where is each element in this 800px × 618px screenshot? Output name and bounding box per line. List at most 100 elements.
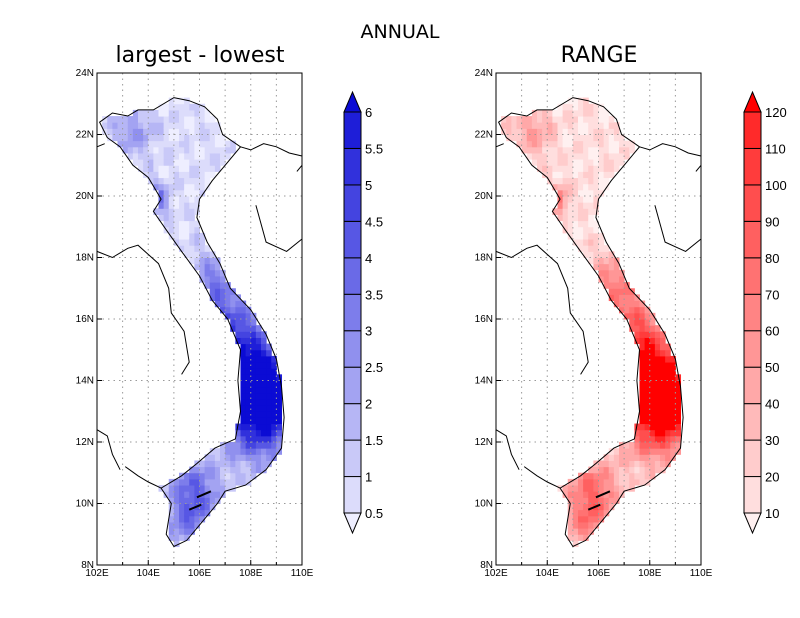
field-cell xyxy=(583,128,589,135)
field-cell xyxy=(516,122,523,129)
field-cell xyxy=(204,454,211,461)
colorbar-segment xyxy=(743,330,762,368)
field-cell xyxy=(572,208,579,215)
field-cell xyxy=(526,116,533,123)
field-cell xyxy=(547,159,553,166)
field-cell xyxy=(158,202,165,209)
field-cell xyxy=(588,515,594,523)
field-cell xyxy=(654,460,661,468)
field-cell xyxy=(562,122,569,129)
field-cell xyxy=(158,146,165,154)
field-cell xyxy=(184,116,190,123)
field-cell xyxy=(603,491,610,498)
field-cell xyxy=(184,177,190,185)
field-cell xyxy=(557,189,564,197)
field-cell xyxy=(598,189,605,197)
field-cell xyxy=(670,355,676,363)
field-cell xyxy=(572,540,579,548)
field-cell xyxy=(670,398,676,406)
field-cell xyxy=(583,478,589,486)
shaded-field xyxy=(501,97,682,548)
field-cell xyxy=(261,380,267,388)
field-cell xyxy=(547,116,553,123)
field-cell xyxy=(230,140,236,148)
field-cell xyxy=(168,183,175,191)
field-cell xyxy=(184,146,190,154)
field-cell xyxy=(593,109,600,117)
field-cell xyxy=(148,128,154,135)
coastline xyxy=(654,205,702,252)
field-cell xyxy=(619,306,625,314)
field-cell xyxy=(511,128,518,135)
field-cell xyxy=(184,140,190,148)
field-cell xyxy=(250,472,257,480)
field-cell xyxy=(240,343,247,351)
field-cell xyxy=(572,226,579,234)
field-cell xyxy=(240,423,247,431)
field-cell xyxy=(271,398,277,406)
field-cell xyxy=(588,472,594,480)
field-cell xyxy=(634,300,641,308)
field-cell xyxy=(199,263,206,271)
field-cell xyxy=(240,362,247,369)
field-cell xyxy=(608,263,615,271)
field-cell xyxy=(204,503,211,511)
field-cell xyxy=(235,423,242,431)
field-cell xyxy=(572,491,579,498)
field-cell xyxy=(578,116,584,123)
field-cell xyxy=(261,405,267,412)
y-tick-label: 18N xyxy=(475,253,493,264)
field-cell xyxy=(583,497,589,504)
field-cell xyxy=(245,386,252,394)
field-cell xyxy=(665,398,671,406)
field-cell xyxy=(588,509,594,517)
colorbar-label: 4 xyxy=(365,251,372,266)
field-cell xyxy=(189,521,195,529)
field-cell xyxy=(572,232,579,240)
field-cell xyxy=(143,165,149,172)
field-cell xyxy=(225,294,231,302)
field-cell xyxy=(179,208,185,215)
colorbar-segment xyxy=(343,293,362,332)
field-cell xyxy=(199,269,206,277)
field-cell xyxy=(583,226,589,234)
field-cell xyxy=(209,171,216,179)
field-cell xyxy=(214,478,221,486)
field-cell xyxy=(209,478,216,486)
field-cell xyxy=(266,343,272,351)
field-cell xyxy=(168,134,175,142)
field-cell xyxy=(204,165,211,172)
field-cell xyxy=(649,435,656,443)
field-cell xyxy=(112,116,119,123)
coastline xyxy=(96,244,190,375)
field-cell xyxy=(501,116,507,123)
field-cell xyxy=(153,146,160,154)
field-cell xyxy=(204,177,211,185)
field-cell xyxy=(557,208,564,215)
field-cell xyxy=(163,134,170,142)
field-cell xyxy=(209,122,216,129)
field-cell xyxy=(158,103,165,111)
field-cell xyxy=(179,485,185,492)
field-cell xyxy=(220,485,226,492)
field-cell xyxy=(194,251,201,258)
field-cell xyxy=(593,245,600,252)
field-cell xyxy=(184,478,190,486)
field-cell xyxy=(235,337,242,345)
y-tick-label: 8N xyxy=(480,560,493,571)
field-cell xyxy=(189,232,195,240)
field-cell xyxy=(168,152,175,160)
colorbar-label: 5.5 xyxy=(365,141,383,156)
field-cell xyxy=(184,220,190,228)
field-cell xyxy=(214,466,221,474)
field-cell xyxy=(255,368,262,375)
field-cell xyxy=(660,337,666,345)
field-cell xyxy=(567,515,574,523)
field-cell xyxy=(158,171,165,179)
field-cell xyxy=(168,491,175,498)
field-cell xyxy=(624,140,630,148)
field-cell xyxy=(168,485,175,492)
field-cell xyxy=(132,146,139,154)
field-cell xyxy=(567,128,574,135)
field-cell xyxy=(199,251,206,258)
